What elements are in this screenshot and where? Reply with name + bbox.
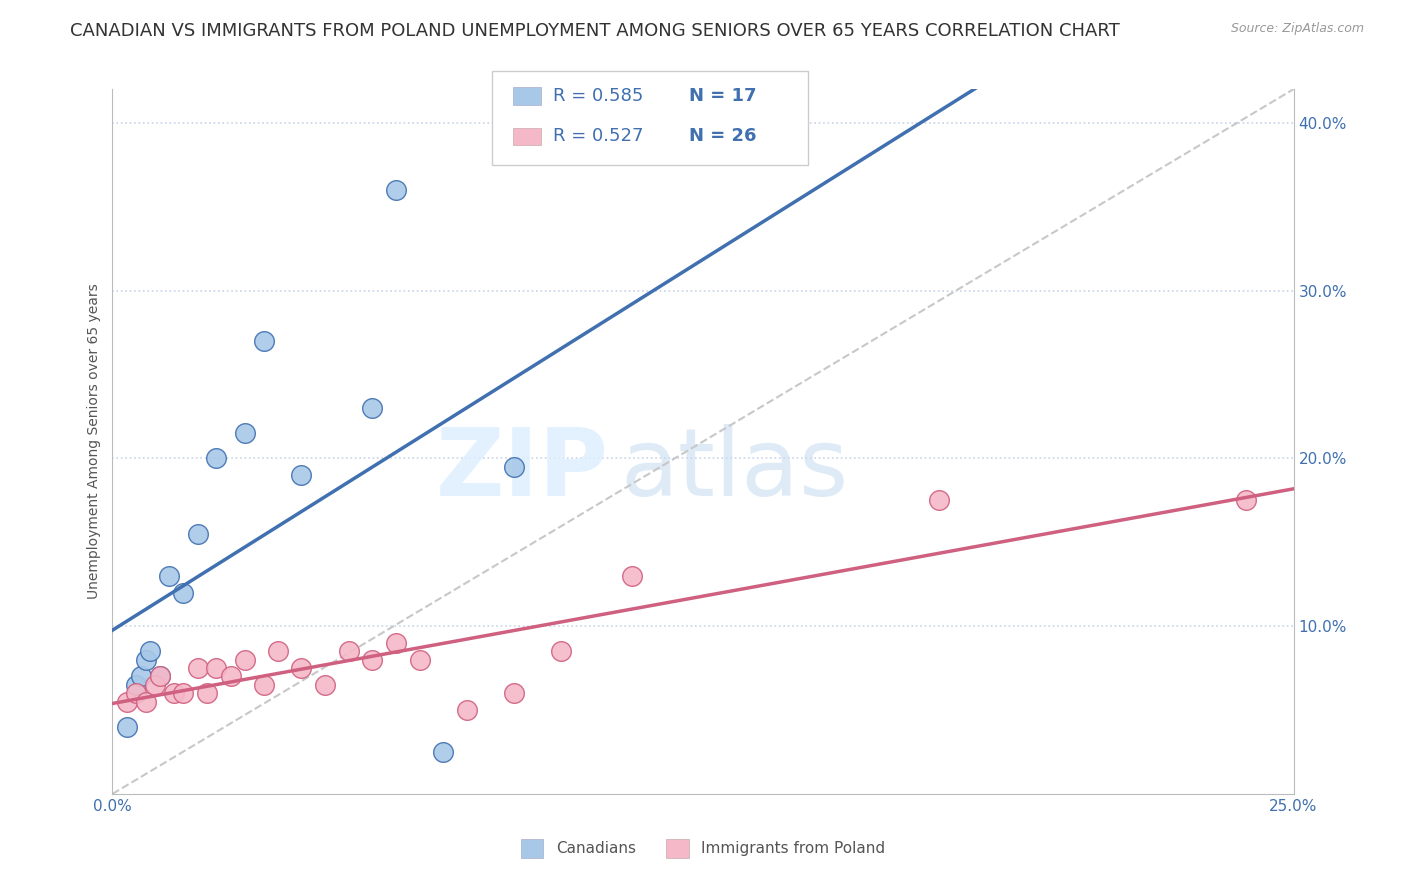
Point xyxy=(149,669,172,683)
Point xyxy=(267,644,290,658)
Point xyxy=(550,644,572,658)
Text: ZIP: ZIP xyxy=(436,424,609,516)
Point xyxy=(290,468,312,483)
Point xyxy=(233,426,256,441)
Point xyxy=(172,686,194,700)
Point xyxy=(139,644,162,658)
Text: N = 17: N = 17 xyxy=(689,87,756,105)
Point xyxy=(186,526,208,541)
Point xyxy=(1234,493,1257,508)
Point xyxy=(125,686,148,700)
Point xyxy=(157,568,180,582)
Point xyxy=(129,669,152,683)
Point xyxy=(125,678,148,692)
Point xyxy=(503,459,526,474)
Point xyxy=(408,653,430,667)
Text: CANADIAN VS IMMIGRANTS FROM POLAND UNEMPLOYMENT AMONG SENIORS OVER 65 YEARS CORR: CANADIAN VS IMMIGRANTS FROM POLAND UNEMP… xyxy=(70,22,1121,40)
Point xyxy=(186,661,208,675)
Point xyxy=(253,678,276,692)
Point xyxy=(290,661,312,675)
Point xyxy=(253,334,276,348)
Point xyxy=(163,686,186,700)
Point xyxy=(928,493,950,508)
Point xyxy=(385,636,408,650)
Point xyxy=(361,401,384,415)
Point xyxy=(143,678,166,692)
Point xyxy=(115,695,138,709)
Point xyxy=(314,678,336,692)
Text: R = 0.527: R = 0.527 xyxy=(553,128,643,145)
Point xyxy=(503,686,526,700)
Legend: Canadians, Immigrants from Poland: Canadians, Immigrants from Poland xyxy=(515,833,891,863)
Text: R = 0.585: R = 0.585 xyxy=(553,87,643,105)
Point xyxy=(219,669,242,683)
Point xyxy=(115,720,138,734)
Point xyxy=(233,653,256,667)
Point xyxy=(621,568,644,582)
Point xyxy=(432,745,454,759)
Point xyxy=(195,686,218,700)
Point xyxy=(172,585,194,599)
Point xyxy=(361,653,384,667)
Point xyxy=(149,669,172,683)
Point xyxy=(205,661,228,675)
Point xyxy=(205,451,228,466)
Point xyxy=(135,653,157,667)
Text: N = 26: N = 26 xyxy=(689,128,756,145)
Point xyxy=(456,703,478,717)
Text: atlas: atlas xyxy=(620,424,849,516)
Point xyxy=(385,183,408,197)
Text: Source: ZipAtlas.com: Source: ZipAtlas.com xyxy=(1230,22,1364,36)
Y-axis label: Unemployment Among Seniors over 65 years: Unemployment Among Seniors over 65 years xyxy=(87,284,101,599)
Point xyxy=(135,695,157,709)
Point xyxy=(337,644,360,658)
